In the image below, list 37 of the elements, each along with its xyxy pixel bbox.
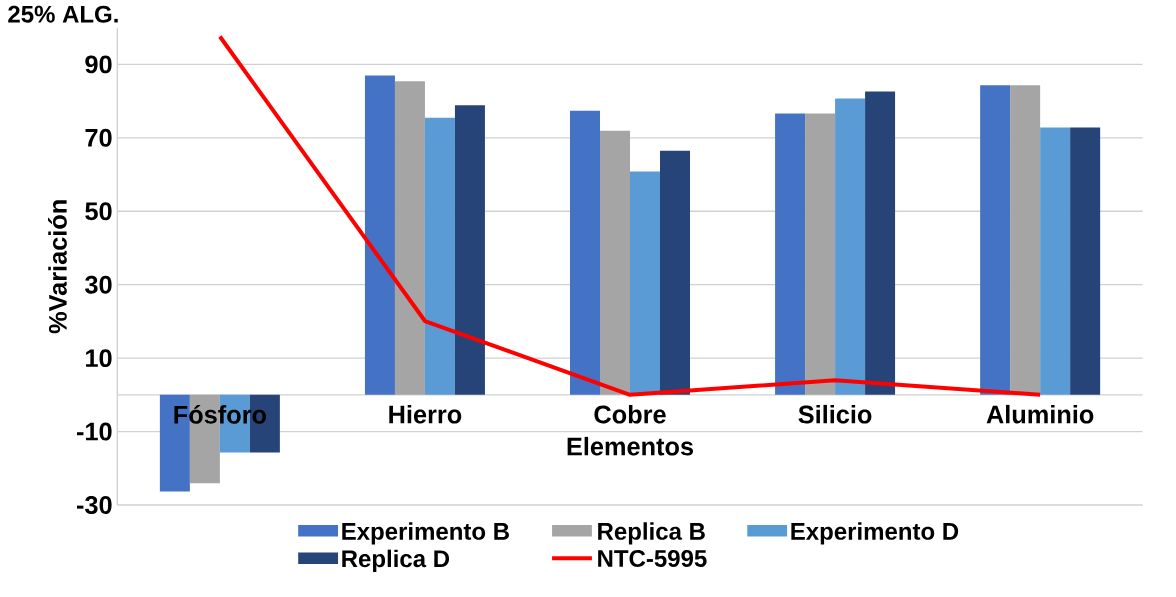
bar [835,98,866,395]
y-tick-label: -30 [77,496,112,514]
chart-title: 25% ALG. [8,5,118,23]
legend-label: Replica D [342,549,450,573]
legend-label: Replica B [598,522,705,545]
bar [1040,127,1071,395]
bar [1010,85,1041,395]
y-axis-title: %Variación [48,200,67,334]
bar [775,113,806,395]
y-tick-label: 70 [85,128,112,147]
y-tick-label: 10 [86,349,112,368]
bar [980,85,1011,395]
legend-label: NTC-5995 [598,549,707,567]
bar [364,75,395,395]
bar [630,171,661,395]
x-tick-label: Cobre [594,404,666,424]
y-tick-label: 90 [85,55,112,74]
x-tick-label: Silicio [798,404,872,424]
bar [805,113,836,395]
bar [570,110,601,395]
bar [394,81,425,395]
bar [454,105,485,395]
bar [660,150,691,395]
x-tick-label: Fósforo [174,404,267,424]
bar [600,130,631,395]
legend-label: Experimento B [342,522,509,545]
legend-label: Experimento D [791,522,959,545]
x-tick-label: Aluminio [986,404,1094,424]
bar [865,91,896,395]
y-tick-label: -10 [77,422,112,441]
line-series [217,34,1043,397]
x-tick-label: Hierro [389,404,462,424]
y-tick-label: 50 [85,202,112,221]
y-tick-label: 30 [85,275,112,294]
bar [1070,127,1101,395]
bar [424,117,455,395]
x-axis-title: Elementos [567,436,694,456]
